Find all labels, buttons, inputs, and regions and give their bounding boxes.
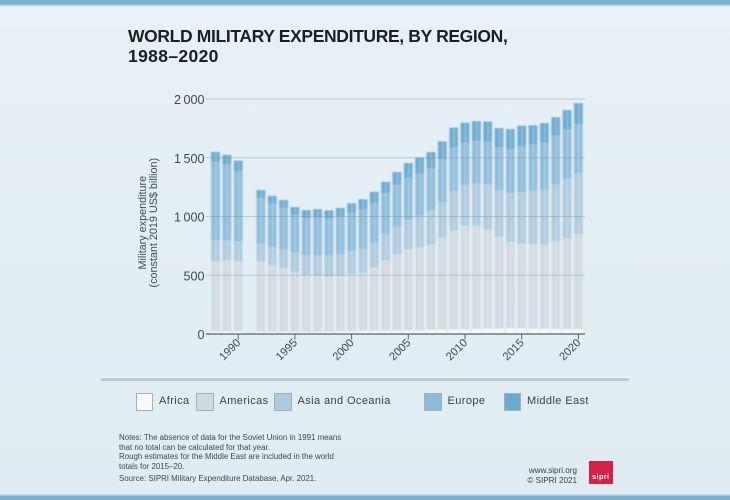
svg-text:Military expenditure: Military expenditure — [137, 176, 149, 270]
svg-text:0: 0 — [197, 328, 204, 342]
svg-text:1 500: 1 500 — [174, 152, 205, 166]
svg-text:2 000: 2 000 — [174, 93, 205, 107]
svg-text:2015: 2015 — [501, 337, 527, 363]
svg-text:1995: 1995 — [274, 337, 300, 363]
svg-text:2020: 2020 — [557, 337, 583, 363]
svg-text:2000: 2000 — [331, 337, 357, 363]
svg-text:500: 500 — [183, 269, 204, 283]
svg-text:1990: 1990 — [217, 337, 243, 363]
svg-text:2010: 2010 — [444, 337, 470, 363]
svg-text:(constant 2019 US$ billion): (constant 2019 US$ billion) — [148, 158, 160, 288]
svg-text:2005: 2005 — [387, 337, 413, 363]
svg-text:1 000: 1 000 — [174, 211, 205, 225]
